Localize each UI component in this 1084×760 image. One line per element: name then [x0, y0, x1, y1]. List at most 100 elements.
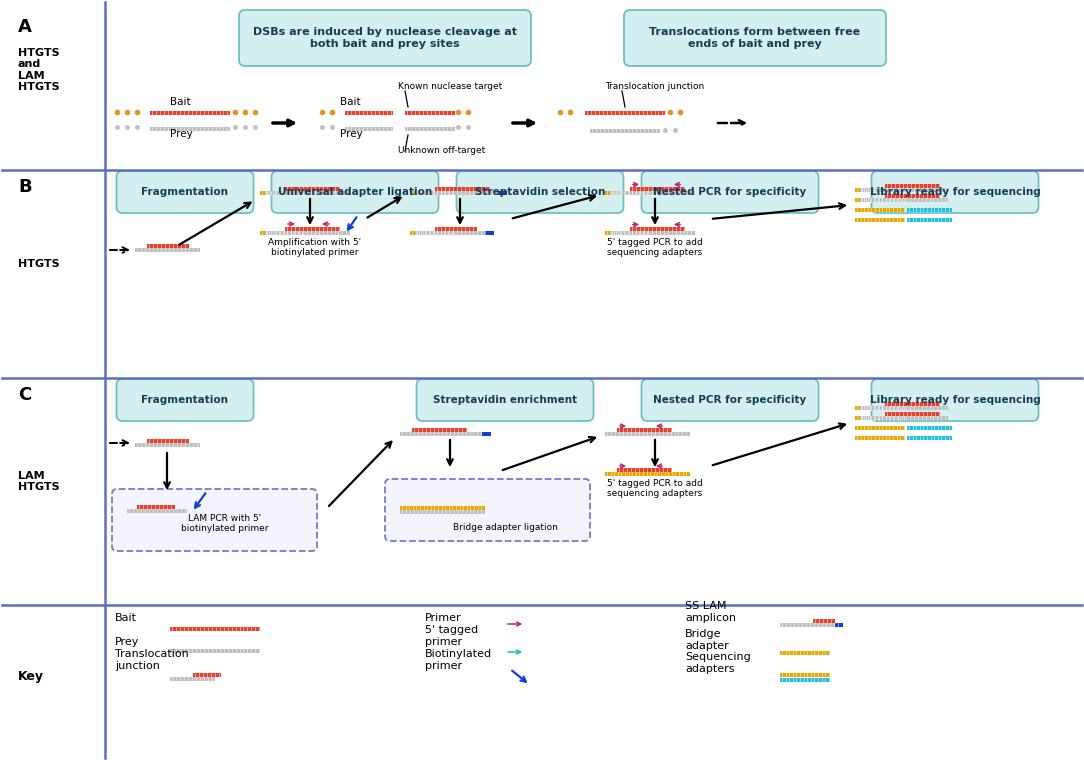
Text: SS LAM
amplicon: SS LAM amplicon	[685, 601, 736, 623]
Bar	[855, 436, 905, 440]
Bar	[147, 244, 189, 248]
Bar	[264, 231, 350, 235]
Bar	[605, 191, 650, 195]
Bar	[860, 198, 948, 202]
Bar	[780, 623, 840, 627]
Text: Bait: Bait	[170, 97, 191, 107]
Text: LAM
HTGTS: LAM HTGTS	[18, 470, 60, 492]
Bar	[193, 673, 221, 677]
Bar	[780, 651, 830, 655]
FancyBboxPatch shape	[642, 171, 818, 213]
Text: HTGTS: HTGTS	[18, 259, 60, 269]
Bar	[285, 187, 340, 191]
Bar	[590, 129, 660, 133]
Bar	[885, 194, 940, 198]
Bar	[855, 188, 905, 192]
Text: A: A	[18, 18, 31, 36]
Bar	[855, 426, 905, 430]
Text: Bait: Bait	[340, 97, 361, 107]
Bar	[147, 439, 189, 442]
Text: Library ready for sequencing: Library ready for sequencing	[869, 395, 1041, 405]
Text: Bait: Bait	[115, 613, 137, 623]
Bar	[482, 432, 491, 436]
Text: Fragmentation: Fragmentation	[142, 187, 229, 197]
Bar	[907, 436, 952, 440]
Bar	[435, 226, 477, 230]
Bar	[415, 231, 487, 235]
Bar	[630, 226, 685, 230]
Bar	[780, 678, 830, 682]
Bar	[137, 505, 175, 508]
Text: Fragmentation: Fragmentation	[142, 395, 229, 405]
Bar	[410, 191, 455, 195]
FancyBboxPatch shape	[416, 379, 594, 421]
Text: Prey: Prey	[115, 637, 140, 647]
FancyBboxPatch shape	[872, 379, 1038, 421]
Text: Prey: Prey	[340, 129, 363, 139]
Bar	[855, 198, 905, 202]
Bar	[885, 402, 940, 406]
Bar	[885, 184, 940, 188]
Text: Streptavidin selection: Streptavidin selection	[475, 187, 605, 197]
Bar	[885, 412, 940, 416]
Text: Translocation junction: Translocation junction	[605, 82, 705, 91]
Bar	[907, 426, 952, 430]
Bar	[150, 126, 230, 131]
Text: 5' tagged
primer: 5' tagged primer	[425, 625, 478, 647]
Bar	[585, 110, 664, 115]
Bar	[498, 191, 507, 195]
Text: Translocation
junction: Translocation junction	[115, 649, 189, 671]
FancyBboxPatch shape	[116, 379, 254, 421]
Bar	[345, 110, 393, 115]
FancyBboxPatch shape	[624, 10, 886, 66]
Bar	[813, 619, 835, 622]
Bar	[405, 126, 455, 131]
Text: Nested PCR for specificity: Nested PCR for specificity	[654, 395, 806, 405]
Text: DSBs are induced by nuclease cleavage at
both bait and prey sites: DSBs are induced by nuclease cleavage at…	[253, 27, 517, 49]
Bar	[415, 191, 500, 195]
Text: Translocations form between free
ends of bait and prey: Translocations form between free ends of…	[649, 27, 861, 49]
Text: C: C	[18, 386, 31, 404]
Bar	[605, 432, 691, 436]
Bar	[400, 506, 485, 510]
Bar	[855, 406, 905, 410]
Text: Universal adapter ligation: Universal adapter ligation	[278, 187, 433, 197]
Text: Library ready for sequencing: Library ready for sequencing	[869, 187, 1041, 197]
Bar	[860, 416, 948, 420]
Text: LAM PCR with 5'
biotinylated primer: LAM PCR with 5' biotinylated primer	[181, 514, 269, 533]
Bar	[127, 509, 188, 513]
Bar	[485, 231, 494, 235]
Bar	[412, 428, 467, 432]
FancyBboxPatch shape	[385, 479, 590, 541]
Text: Unknown off-target: Unknown off-target	[398, 146, 486, 155]
FancyBboxPatch shape	[238, 10, 531, 66]
Text: Key: Key	[18, 670, 44, 683]
Bar	[260, 191, 305, 195]
Bar	[617, 428, 672, 432]
Text: Nested PCR for specificity: Nested PCR for specificity	[654, 187, 806, 197]
Bar	[170, 677, 215, 681]
Bar	[150, 110, 230, 115]
Bar	[907, 208, 952, 212]
Bar	[610, 231, 695, 235]
Text: B: B	[18, 178, 31, 196]
Text: HTGTS
and
LAM
HTGTS: HTGTS and LAM HTGTS	[18, 48, 60, 93]
Bar	[605, 231, 650, 235]
Bar	[855, 218, 905, 222]
Bar	[285, 226, 340, 230]
Bar	[835, 623, 843, 627]
FancyBboxPatch shape	[271, 171, 439, 213]
Text: Sequencing
adapters: Sequencing adapters	[685, 652, 751, 674]
Bar	[260, 231, 305, 235]
FancyBboxPatch shape	[456, 171, 623, 213]
Bar	[136, 248, 201, 252]
Bar	[860, 188, 948, 192]
Bar	[264, 191, 350, 195]
Bar	[907, 218, 952, 222]
Bar	[345, 126, 393, 131]
Bar	[400, 432, 485, 436]
Text: Prey: Prey	[170, 129, 193, 139]
FancyBboxPatch shape	[872, 171, 1038, 213]
Bar	[605, 472, 691, 476]
Text: 5' tagged PCR to add
sequencing adapters: 5' tagged PCR to add sequencing adapters	[607, 479, 702, 498]
